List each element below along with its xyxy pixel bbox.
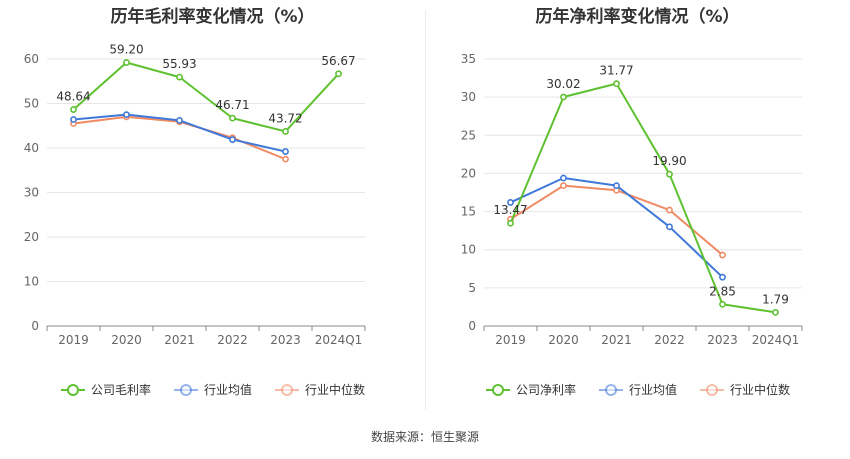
- data-point: [719, 273, 726, 281]
- data-point: [507, 199, 514, 206]
- data-point: [123, 111, 130, 119]
- x-tick-label: 2024Q1: [752, 333, 800, 347]
- data-point: [613, 80, 620, 88]
- y-tick-label: 50: [24, 97, 39, 111]
- data-point: [719, 300, 726, 308]
- data-source-label: 数据来源：恒生聚源: [370, 430, 479, 444]
- data-label: 1.79: [762, 292, 789, 306]
- series-line: [509, 82, 776, 314]
- net-margin-panel: 历年净利率变化情况（%） 0 5 10 15 20 25 30 35 2019 2020 2021 2…: [425, 0, 850, 420]
- legend-label: 行业均值: [628, 383, 677, 397]
- x-tick-label: 2020: [111, 333, 142, 347]
- legend-marker-icon: [485, 383, 510, 396]
- legend-marker-icon: [60, 383, 85, 396]
- x-tick-label: 2022: [217, 333, 248, 347]
- legend-label: 行业中位数: [730, 383, 791, 397]
- gross-margin-chart: 0 10 20 30 40 50 60 2019 2020 2021 2022 2023 2024Q1 4…: [24, 43, 366, 347]
- y-tick-label: 30: [24, 186, 39, 200]
- legend-label: 行业中位数: [305, 383, 366, 397]
- data-point: [176, 73, 183, 81]
- y-tick-label: 30: [461, 90, 476, 104]
- gross-margin-title: 历年毛利率变化情况（%）: [110, 7, 315, 27]
- gross-margin-legend: 公司毛利率 行业均值 行业中位数: [0, 381, 425, 398]
- x-tick-label: 2021: [601, 333, 632, 347]
- x-tick-label: 2023: [270, 333, 301, 347]
- legend-item[interactable]: 行业均值: [173, 381, 252, 398]
- x-tick-label: 2020: [548, 333, 579, 347]
- data-label: 46.71: [215, 98, 249, 112]
- data-label: 13.47: [493, 203, 527, 217]
- data-point: [335, 70, 342, 78]
- x-tick-label: 2024Q1: [315, 333, 363, 347]
- legend-item[interactable]: 行业中位数: [274, 381, 365, 398]
- data-label: 59.20: [109, 43, 143, 57]
- data-point: [229, 114, 236, 122]
- data-label: 55.93: [162, 57, 196, 71]
- net-margin-chart: 0 5 10 15 20 25 30 35 2019 2020 2021 2022 2023 2024Q1…: [461, 52, 803, 347]
- data-point: [123, 59, 130, 66]
- data-point: [507, 219, 514, 227]
- y-tick-label: 10: [24, 275, 39, 289]
- data-point: [613, 182, 620, 190]
- series-line: [509, 184, 724, 256]
- data-point: [560, 182, 567, 190]
- data-label: 30.02: [546, 77, 580, 91]
- data-point: [666, 223, 673, 231]
- data-label: 2.85: [709, 284, 736, 298]
- data-point: [176, 117, 183, 124]
- y-tick-label: 60: [24, 52, 39, 66]
- x-tick-label: 2019: [58, 333, 89, 347]
- data-point: [772, 308, 779, 316]
- net-margin-legend: 公司净利率 行业均值 行业中位数: [425, 381, 850, 398]
- x-tick-label: 2022: [654, 333, 685, 347]
- y-tick-label: 40: [24, 141, 39, 155]
- x-tick-label: 2023: [707, 333, 738, 347]
- legend-item[interactable]: 行业均值: [598, 381, 677, 398]
- y-tick-label: 20: [461, 166, 476, 180]
- data-point: [282, 148, 289, 155]
- data-point: [666, 170, 673, 178]
- data-point: [719, 251, 726, 259]
- data-label: 48.64: [56, 90, 90, 104]
- data-label: 43.72: [268, 111, 302, 125]
- legend-marker-icon: [173, 383, 198, 396]
- data-point: [560, 174, 567, 182]
- data-point: [229, 136, 236, 143]
- legend-label: 行业均值: [203, 383, 252, 397]
- legend-marker-icon: [598, 383, 623, 396]
- legend-item[interactable]: 公司毛利率: [60, 381, 151, 398]
- y-tick-label: 15: [461, 205, 476, 219]
- y-tick-label: 25: [461, 128, 476, 142]
- legend-label: 公司净利率: [515, 383, 576, 397]
- y-tick-label: 20: [24, 230, 39, 244]
- data-point: [666, 206, 673, 214]
- data-label: 31.77: [599, 64, 633, 78]
- x-tick-label: 2019: [495, 333, 526, 347]
- panel-divider: [425, 10, 426, 410]
- y-tick-label: 35: [461, 52, 476, 66]
- data-point: [560, 93, 567, 101]
- data-point: [282, 155, 289, 163]
- legend-marker-icon: [700, 383, 724, 396]
- gross-margin-panel: 历年毛利率变化情况（%） 0 10 20 30 40 50 60 2019 2020 2021 20…: [0, 0, 425, 420]
- data-point: [70, 116, 77, 123]
- y-tick-label: 5: [468, 281, 476, 295]
- legend-label: 公司毛利率: [90, 383, 151, 397]
- data-point: [70, 106, 77, 113]
- series-line: [72, 61, 340, 133]
- legend-item[interactable]: 行业中位数: [699, 381, 790, 398]
- y-tick-label: 10: [461, 243, 476, 257]
- legend-marker-icon: [275, 383, 299, 396]
- data-point: [282, 128, 289, 135]
- data-label: 56.67: [321, 54, 355, 68]
- net-margin-title: 历年净利率变化情况（%）: [535, 7, 740, 27]
- y-tick-label: 0: [31, 319, 39, 333]
- data-label: 19.90: [652, 154, 686, 168]
- legend-item[interactable]: 公司净利率: [485, 381, 576, 398]
- x-tick-label: 2021: [164, 333, 195, 347]
- y-tick-label: 0: [468, 319, 476, 333]
